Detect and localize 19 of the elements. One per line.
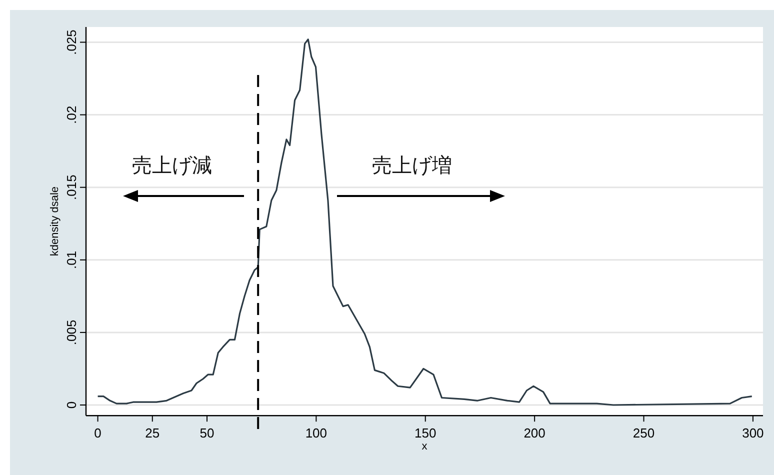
x-axis-title: x [422, 440, 428, 453]
x-tick-label: 100 [305, 426, 328, 441]
line-series [96, 38, 753, 406]
x-tick-label: 0 [94, 426, 102, 441]
x-tick-label: 250 [632, 426, 655, 441]
annotation: 売上げ増 [372, 154, 452, 177]
y-tick-label: .01 [64, 250, 79, 269]
y-tick-label: .02 [64, 106, 79, 124]
y-tick-label: 0 [64, 401, 79, 409]
x-tick-label: 150 [414, 426, 436, 441]
x-tick-label: 25 [145, 426, 160, 441]
annotation: 売上げ減 [132, 155, 212, 177]
y-tick-label: .005 [64, 320, 79, 346]
x-tick-label: 200 [524, 426, 546, 441]
y-tick-label: .025 [64, 30, 79, 55]
y-axis-title: kdensity dsale [49, 186, 61, 256]
x-tick-label: 300 [742, 426, 764, 441]
y-tick-label: .015 [64, 174, 79, 200]
x-tick-label: 50 [200, 426, 214, 441]
